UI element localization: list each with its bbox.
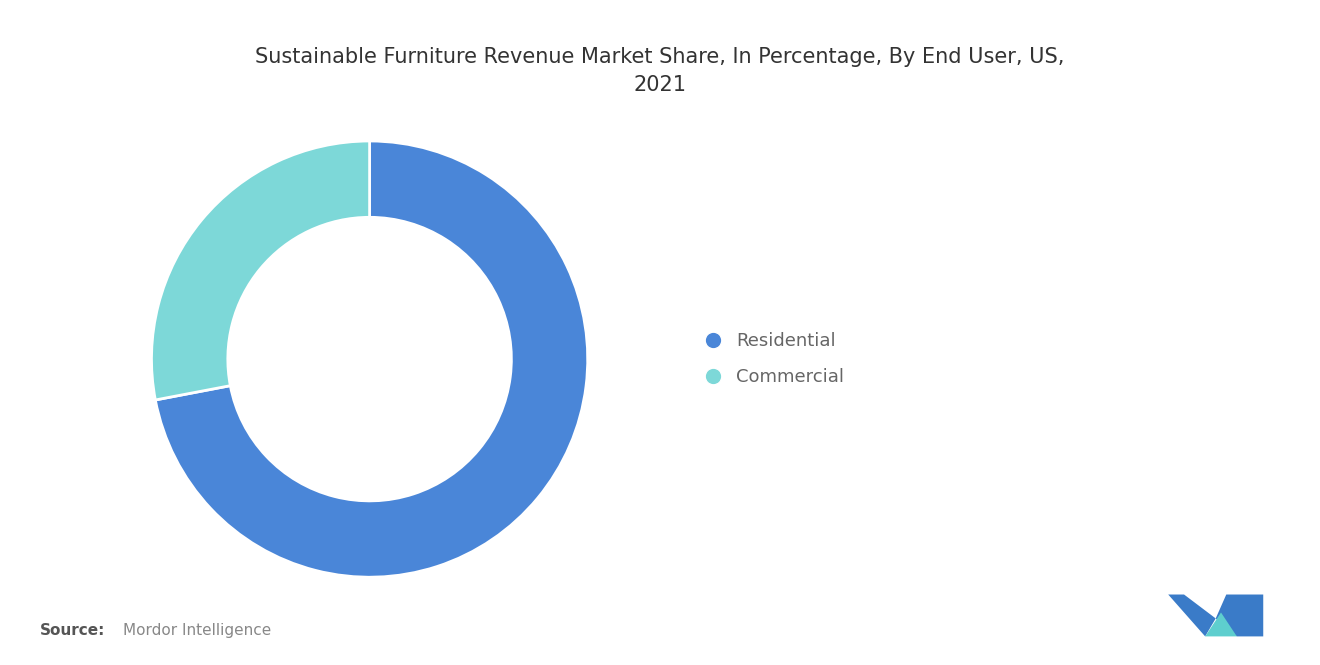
Legend: Residential, Commercial: Residential, Commercial [694, 323, 854, 395]
Text: Mordor Intelligence: Mordor Intelligence [123, 623, 271, 638]
Text: Sustainable Furniture Revenue Market Share, In Percentage, By End User, US,
2021: Sustainable Furniture Revenue Market Sha… [255, 47, 1065, 94]
Wedge shape [152, 141, 370, 400]
Polygon shape [1168, 595, 1216, 636]
Text: Source:: Source: [40, 623, 106, 638]
Wedge shape [156, 141, 587, 577]
Polygon shape [1205, 612, 1237, 636]
Polygon shape [1216, 595, 1263, 636]
